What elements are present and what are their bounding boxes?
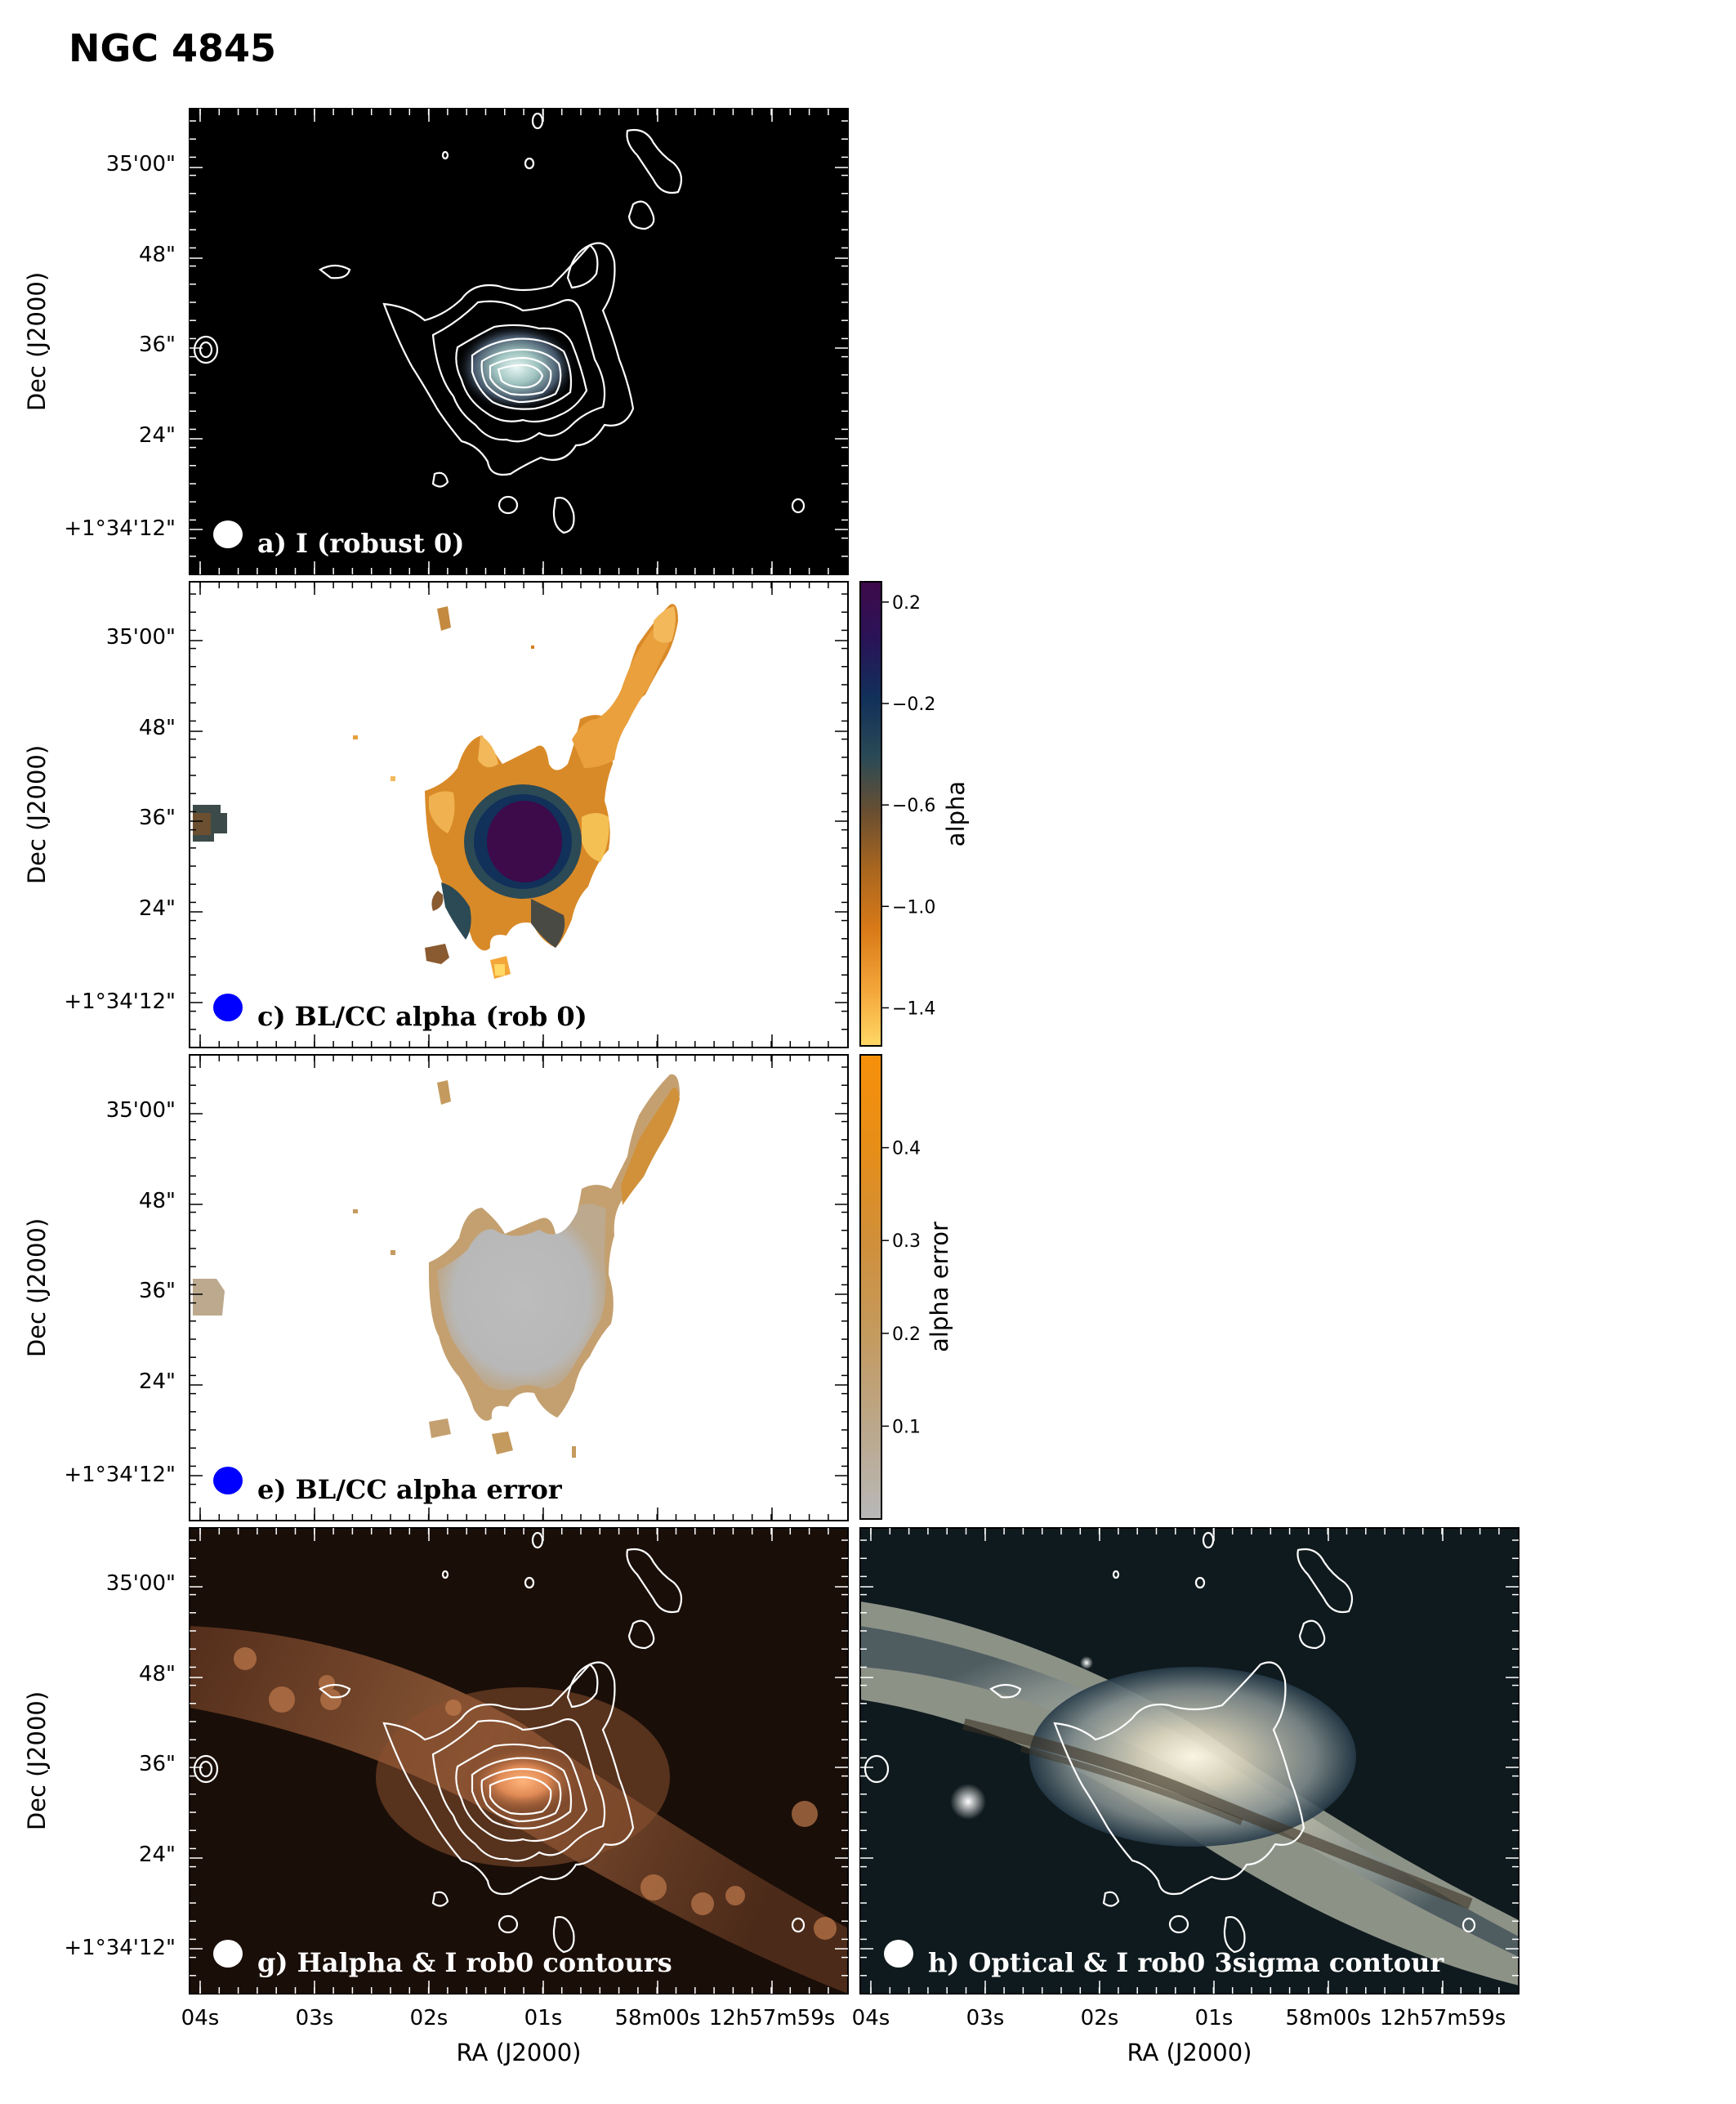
ra-tick-label: 58m00s bbox=[614, 2006, 700, 2030]
radio-contours bbox=[193, 1531, 806, 1954]
ra-tick-label: 03s bbox=[296, 2006, 334, 2030]
radio-contours bbox=[193, 112, 806, 534]
dec-tick-label: 48" bbox=[139, 1189, 176, 1213]
dec-tick-label: 48" bbox=[139, 1662, 176, 1686]
dec-tick-labels: 35'00" 48" 36" 24" +1°34'12" 35'00" 48" … bbox=[64, 152, 176, 1960]
colorbar-alpha-error-gradient bbox=[859, 1054, 882, 1520]
panel-frame bbox=[189, 581, 849, 1048]
dec-tick-label: +1°34'12" bbox=[64, 1463, 176, 1487]
dec-axis-labels: Dec (J2000) Dec (J2000) Dec (J2000) Dec … bbox=[23, 272, 51, 1830]
dec-tick-label: 36" bbox=[139, 1279, 176, 1303]
colorbar-alpha-error-tick-label: 0.3 bbox=[892, 1231, 921, 1252]
dec-tick-label: +1°34'12" bbox=[64, 989, 176, 1014]
dec-tick-label: 36" bbox=[139, 1752, 176, 1776]
panel-g: g) Halpha & I rob0 contours bbox=[189, 1527, 849, 1995]
ra-tick-label: 03s bbox=[966, 2006, 1005, 2030]
dec-tick-label: 48" bbox=[139, 716, 176, 740]
optical-bulge bbox=[860, 1626, 1519, 1957]
dec-tick-label: 24" bbox=[139, 1843, 176, 1867]
dec-tick-label: 48" bbox=[139, 243, 176, 267]
beam-marker bbox=[884, 1940, 913, 1968]
ra-tick-label: 12h57m59s bbox=[709, 2006, 836, 2030]
panel-c: c) BL/CC alpha (rob 0) bbox=[189, 581, 849, 1048]
colorbar-alpha-tick-label: −1.0 bbox=[892, 897, 935, 918]
ra-tick-label: 58m00s bbox=[1285, 2006, 1371, 2030]
beam-marker bbox=[213, 520, 243, 548]
figure-title: NGC 4845 bbox=[69, 26, 277, 70]
dec-tick-label: 35'00" bbox=[106, 1098, 176, 1123]
dec-axis-label: Dec (J2000) bbox=[23, 1218, 51, 1357]
ra-axis-label: RA (J2000) bbox=[1127, 2039, 1252, 2066]
colorbar-alpha-error-label: alpha error bbox=[926, 1222, 953, 1352]
panel-frame bbox=[189, 1527, 849, 1995]
dec-tick-label: +1°34'12" bbox=[64, 1936, 176, 1960]
beam-marker bbox=[213, 1467, 243, 1494]
ra-axis-label: RA (J2000) bbox=[456, 2039, 581, 2066]
colorbar-alpha-error-tick-label: 0.1 bbox=[892, 1417, 921, 1437]
colorbar-alpha-error-tick-label: 0.4 bbox=[892, 1139, 921, 1159]
halpha-knots bbox=[234, 1647, 837, 1940]
panel-e: e) BL/CC alpha error bbox=[189, 1054, 849, 1521]
beam-marker bbox=[213, 994, 243, 1021]
ra-tick-label: 01s bbox=[524, 2006, 563, 2030]
alpha-map bbox=[193, 604, 678, 979]
foreground-star bbox=[1080, 1656, 1093, 1669]
ra-tick-label: 02s bbox=[1081, 2006, 1119, 2030]
colorbar-alpha-tick-label: 0.2 bbox=[892, 593, 921, 614]
ra-tick-label: 04s bbox=[181, 2006, 220, 2030]
dec-tick-label: 35'00" bbox=[106, 625, 176, 650]
dec-tick-label: 35'00" bbox=[106, 1571, 176, 1596]
panel-frame bbox=[189, 108, 849, 575]
dec-axis-label: Dec (J2000) bbox=[23, 272, 51, 411]
dec-tick-label: 24" bbox=[139, 423, 176, 448]
optical-core bbox=[1029, 1667, 1356, 1847]
panel-h: h) Optical & I rob0 3sigma contour bbox=[859, 1527, 1520, 1995]
ra-tick-label: 01s bbox=[1195, 2006, 1234, 2030]
dec-axis-label: Dec (J2000) bbox=[23, 1691, 51, 1830]
ra-tick-labels: 04s 03s 02s 01s 58m00s 12h57m59s 04s 03s… bbox=[181, 2006, 1506, 2030]
panel-label: a) I (robust 0) bbox=[257, 528, 464, 559]
dust-lane-secondary bbox=[1020, 1745, 1243, 1825]
tick-marks bbox=[190, 109, 1519, 1994]
colorbar-alpha-error-tick-label: 0.2 bbox=[892, 1324, 921, 1345]
alpha-error-map bbox=[193, 1074, 680, 1458]
colorbar-alpha: 0.2 −0.2 −0.6 −1.0 −1.4 alpha bbox=[859, 581, 970, 1047]
colorbar-alpha-label: alpha bbox=[942, 781, 970, 847]
panel-label: h) Optical & I rob0 3sigma contour bbox=[928, 1947, 1444, 1978]
panel-label: g) Halpha & I rob0 contours bbox=[257, 1947, 672, 1978]
panel-a: a) I (robust 0) bbox=[189, 108, 849, 575]
panel-frame bbox=[859, 1527, 1520, 1995]
radio-core bbox=[455, 323, 578, 413]
foreground-star bbox=[950, 1784, 986, 1820]
beam-marker bbox=[213, 1940, 243, 1968]
ra-tick-label: 02s bbox=[410, 2006, 449, 2030]
colorbar-alpha-tick-label: −0.2 bbox=[892, 695, 935, 715]
panel-label: e) BL/CC alpha error bbox=[257, 1474, 563, 1505]
colorbar-alpha-tick-label: −0.6 bbox=[892, 796, 935, 816]
dec-axis-label: Dec (J2000) bbox=[23, 745, 51, 884]
panel-label: c) BL/CC alpha (rob 0) bbox=[257, 1001, 587, 1032]
colorbar-alpha-error: 0.1 0.2 0.3 0.4 alpha error bbox=[859, 1054, 953, 1520]
dec-tick-label: 24" bbox=[139, 1369, 176, 1394]
dec-tick-label: 24" bbox=[139, 896, 176, 921]
dec-tick-label: 36" bbox=[139, 333, 176, 357]
colorbar-alpha-error-ticks: 0.1 0.2 0.3 0.4 bbox=[881, 1139, 921, 1437]
radio-3sigma-contour bbox=[864, 1531, 1476, 1954]
colorbar-alpha-tick-label: −1.4 bbox=[892, 998, 935, 1019]
panel-frame bbox=[189, 1054, 849, 1521]
colorbar-alpha-ticks: 0.2 −0.2 −0.6 −1.0 −1.4 bbox=[881, 593, 935, 1019]
dec-tick-label: 36" bbox=[139, 806, 176, 830]
ra-tick-label: 12h57m59s bbox=[1380, 2006, 1506, 2030]
dust-lane bbox=[962, 1718, 1473, 1910]
ra-tick-label: 04s bbox=[852, 2006, 890, 2030]
dec-tick-label: +1°34'12" bbox=[64, 516, 176, 541]
colorbar-alpha-gradient bbox=[859, 581, 882, 1047]
dec-tick-label: 35'00" bbox=[106, 152, 176, 176]
